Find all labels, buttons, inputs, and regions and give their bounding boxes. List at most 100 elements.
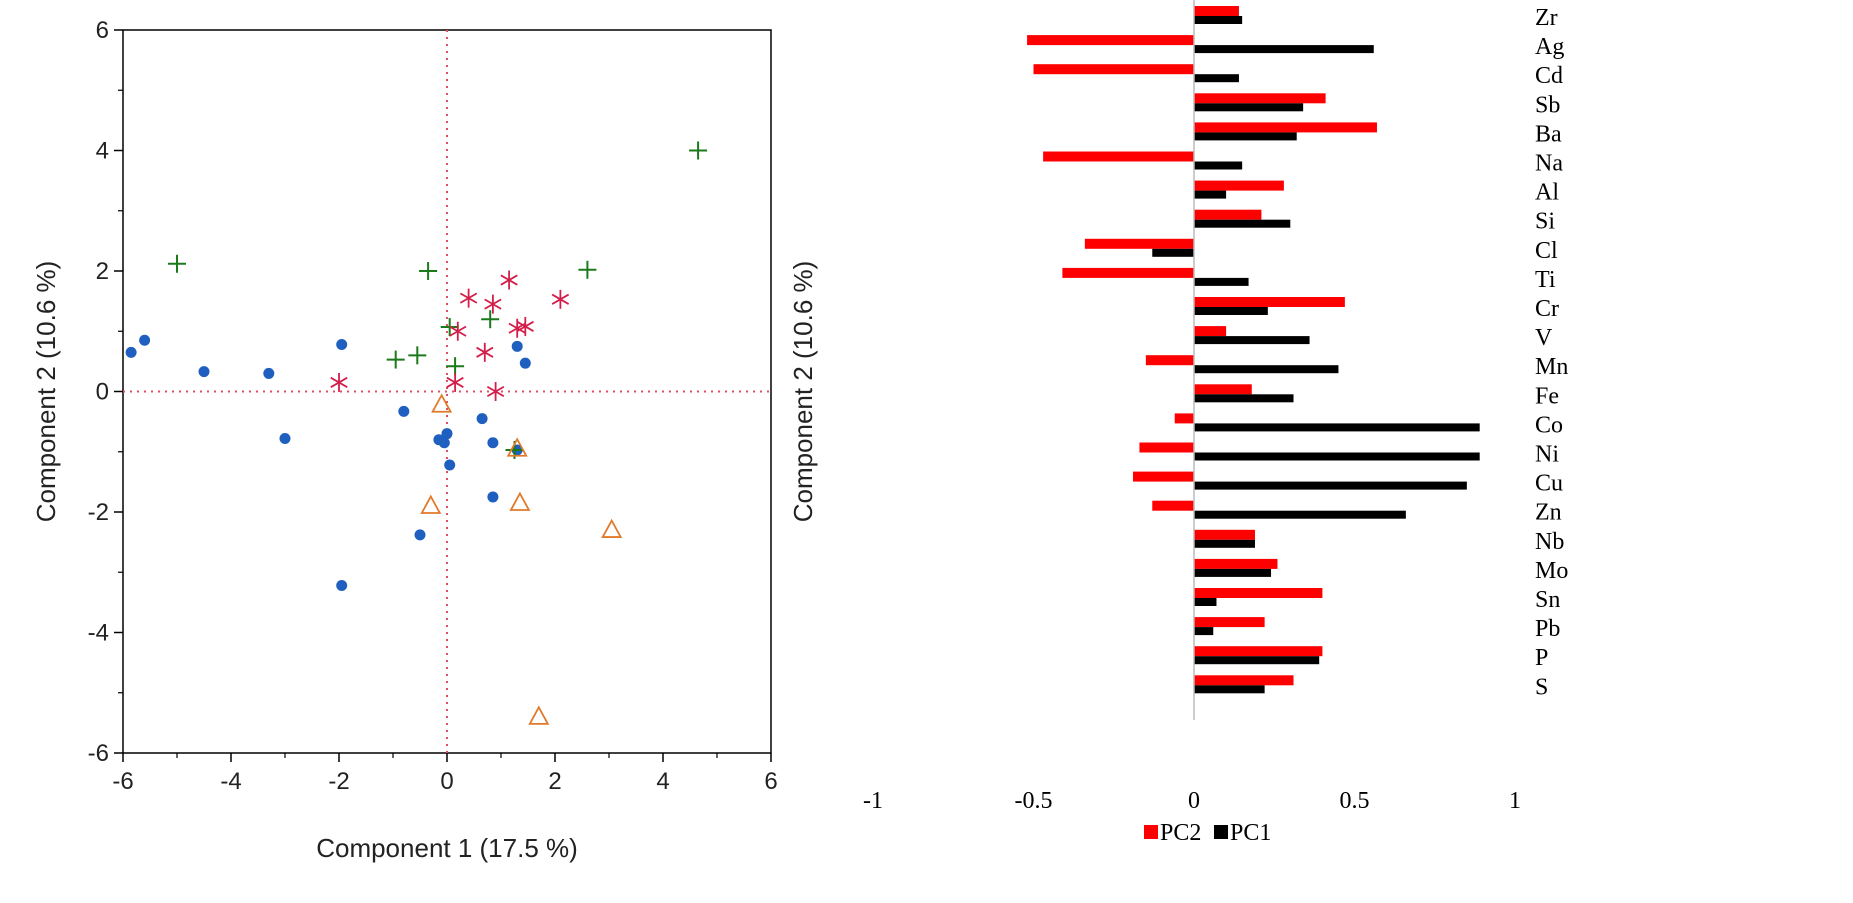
- pc1-bar: [1194, 307, 1268, 315]
- pc1-bar: [1194, 598, 1217, 606]
- pc2-bar: [1084, 238, 1194, 249]
- dot-marker: [139, 334, 151, 346]
- pc2-bar: [1152, 500, 1194, 511]
- asterisk-marker-stroke: [476, 346, 494, 358]
- dot-marker: [438, 437, 450, 449]
- asterisk-marker-stroke: [484, 298, 502, 310]
- element-label: Sb: [1535, 92, 1560, 118]
- pc1-bar: [1194, 16, 1243, 24]
- pc2-bar: [1194, 384, 1252, 395]
- element-label: Fe: [1535, 383, 1559, 409]
- pc1-bar: [1194, 103, 1304, 112]
- plus-marker: [578, 260, 597, 279]
- x-axis-label: Component 1 (17.5 %): [316, 833, 578, 863]
- pc2-bar: [1194, 93, 1326, 104]
- triangle-marker: [528, 705, 550, 725]
- loading-bars: [1027, 6, 1480, 694]
- pc2-bar: [1062, 267, 1194, 278]
- element-label: Sn: [1535, 587, 1560, 613]
- dot-marker: [414, 529, 426, 541]
- element-label: Nb: [1535, 529, 1564, 555]
- element-label: Cl: [1535, 238, 1558, 264]
- x-tick-label: 6: [764, 768, 777, 795]
- dot-marker: [279, 432, 291, 444]
- y-axis-ticks: 6 4 2 0 -2 -4 -6: [88, 17, 123, 767]
- element-label: Mn: [1535, 354, 1568, 380]
- score-plot: -6 -4 -2 0 2 4 6 6 4 2 0 -2 -4 -6 Component 1 (17.5 …: [31, 17, 818, 863]
- element-label: Cu: [1535, 471, 1563, 497]
- element-label: P: [1535, 645, 1548, 671]
- pc1-bar: [1194, 219, 1291, 228]
- pc1-bar: [1194, 568, 1272, 577]
- dot-marker: [336, 339, 348, 351]
- pc2-bar: [1194, 6, 1239, 16]
- pc1-bar: [1194, 656, 1320, 665]
- pc1-bar: [1152, 248, 1194, 257]
- asterisk-marker: [449, 321, 467, 341]
- element-label: Al: [1535, 180, 1559, 206]
- pc1-bar: [1194, 161, 1243, 170]
- y-tick-label: 4: [96, 138, 109, 165]
- dot-marker: [336, 580, 348, 592]
- legend-swatch: [1144, 825, 1158, 839]
- score-points: [125, 141, 708, 725]
- pc2-bar: [1194, 588, 1323, 598]
- asterisk-marker: [516, 316, 534, 336]
- x-tick-label: 4: [656, 768, 669, 795]
- pc1-bar: [1194, 685, 1265, 694]
- pc2-bar: [1133, 471, 1194, 482]
- y-tick-label: 0: [96, 379, 109, 406]
- element-label: Ni: [1535, 442, 1559, 468]
- triangle-marker: [509, 491, 531, 511]
- legend-swatch: [1214, 825, 1228, 839]
- pc1-bar: [1194, 481, 1467, 490]
- element-label: Mo: [1535, 558, 1568, 584]
- pc1-bar: [1194, 277, 1249, 286]
- pc1-bar: [1194, 510, 1406, 519]
- y-tick-label: -2: [88, 499, 109, 526]
- pc2-bar: [1174, 413, 1194, 424]
- pc2-bar: [1194, 122, 1377, 133]
- pc1-bar: [1194, 539, 1255, 548]
- pc1-bar: [1194, 365, 1339, 374]
- triangle-marker: [431, 393, 453, 413]
- x-tick-label: -0.5: [1015, 788, 1053, 814]
- asterisk-marker-stroke: [486, 385, 505, 398]
- right-y-axis-label: Component 2 (10.6 %): [788, 261, 818, 523]
- dot-marker: [125, 346, 137, 358]
- element-label: Cd: [1535, 63, 1563, 89]
- pc2-bar: [1194, 646, 1323, 657]
- x-tick-label: -6: [112, 768, 133, 795]
- x-axis-ticks: -6 -4 -2 0 2 4 6: [112, 753, 778, 795]
- element-label: Si: [1535, 209, 1555, 235]
- asterisk-marker-stroke: [551, 293, 570, 305]
- pc1-bar: [1194, 452, 1480, 461]
- pc2-bar: [1194, 326, 1227, 337]
- dot-marker: [444, 459, 456, 471]
- pc2-bar: [1194, 209, 1262, 220]
- pc1-bar: [1194, 45, 1374, 54]
- asterisk-marker-stroke: [516, 320, 534, 332]
- x-tick-label: -2: [328, 768, 349, 795]
- dot-marker: [511, 340, 523, 352]
- pc1-bar: [1194, 336, 1310, 345]
- plus-marker: [386, 350, 405, 369]
- element-label: Ba: [1535, 121, 1562, 147]
- triangle-marker: [420, 494, 442, 514]
- triangle-marker: [506, 437, 528, 457]
- plus-marker: [408, 346, 427, 365]
- plus-marker: [419, 262, 438, 280]
- pc1-bar: [1194, 132, 1297, 141]
- y-axis-label: Component 2 (10.6 %): [31, 261, 61, 523]
- element-labels: Zr Ag Cd Sb Ba Na Al Si Cl Ti Cr V Mn Fe Co Ni Cu Zn Nb Mo S…: [1535, 5, 1568, 700]
- asterisk-marker: [486, 382, 505, 401]
- x-tick-label: -4: [220, 768, 241, 795]
- pc1-bar: [1194, 190, 1227, 199]
- pc2-bar: [1194, 675, 1294, 686]
- y-tick-label: 6: [96, 17, 109, 44]
- triangle-marker: [601, 518, 623, 538]
- x-axis-ticks: -1 -0.5 0 0.5 1: [863, 788, 1521, 814]
- y-tick-label: -4: [88, 620, 109, 647]
- asterisk-marker: [551, 289, 570, 309]
